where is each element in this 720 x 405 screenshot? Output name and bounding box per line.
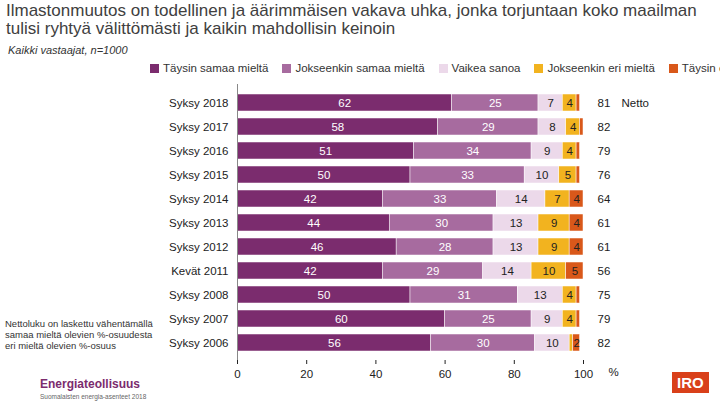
svg-text:75: 75 <box>598 289 611 301</box>
svg-text:0: 0 <box>234 368 240 380</box>
svg-text:80: 80 <box>508 368 521 380</box>
svg-text:29: 29 <box>427 265 440 277</box>
svg-text:82: 82 <box>598 337 611 349</box>
html-text:Jokseenkin samaa mieltä: Jokseenkin samaa mieltä <box>295 62 425 74</box>
svg-text:Syksy 2013: Syksy 2013 <box>169 217 228 229</box>
svg-text:62: 62 <box>338 97 351 109</box>
svg-text:14: 14 <box>515 193 528 205</box>
svg-text:10: 10 <box>543 265 556 277</box>
svg-text:30: 30 <box>435 217 448 229</box>
html-text:Jokseenkin eri mieltä: Jokseenkin eri mieltä <box>547 62 655 74</box>
svg-text:4: 4 <box>566 97 573 109</box>
svg-text:%: % <box>608 366 618 378</box>
svg-text:5: 5 <box>572 265 578 277</box>
svg-text:Netto: Netto <box>622 97 650 109</box>
svg-text:9: 9 <box>544 313 550 325</box>
svg-text:76: 76 <box>598 169 611 181</box>
svg-text:25: 25 <box>489 97 502 109</box>
html-text:IRO: IRO <box>677 374 704 391</box>
html-text:Ilmastonmuutos on todellinen j: Ilmastonmuutos on todellinen ja äärimmäi… <box>6 1 697 38</box>
svg-text:40: 40 <box>370 368 383 380</box>
svg-text:9: 9 <box>551 241 557 253</box>
svg-text:7: 7 <box>547 97 553 109</box>
svg-text:Syksy 2006: Syksy 2006 <box>169 337 228 349</box>
svg-text:Syksy 2014: Syksy 2014 <box>169 193 229 205</box>
svg-text:9: 9 <box>551 217 557 229</box>
svg-text:4: 4 <box>570 121 577 133</box>
svg-text:13: 13 <box>510 241 523 253</box>
svg-text:31: 31 <box>458 289 471 301</box>
svg-text:28: 28 <box>439 241 452 253</box>
svg-text:Syksy 2018: Syksy 2018 <box>169 97 228 109</box>
svg-text:58: 58 <box>331 121 344 133</box>
svg-text:Syksy 2012: Syksy 2012 <box>169 241 228 253</box>
svg-text:10: 10 <box>546 337 559 349</box>
svg-text:25: 25 <box>482 313 495 325</box>
svg-text:51: 51 <box>319 145 332 157</box>
svg-text:2: 2 <box>573 337 579 349</box>
html-text:Täysin samaa mieltä: Täysin samaa mieltä <box>163 62 269 74</box>
svg-text:4: 4 <box>566 289 573 301</box>
svg-text:82: 82 <box>598 121 611 133</box>
svg-text:9: 9 <box>544 145 550 157</box>
svg-text:29: 29 <box>482 121 495 133</box>
svg-text:4: 4 <box>573 193 580 205</box>
svg-text:33: 33 <box>434 193 447 205</box>
svg-text:33: 33 <box>461 169 474 181</box>
svg-text:Kevät 2011: Kevät 2011 <box>171 265 228 277</box>
svg-text:79: 79 <box>598 313 611 325</box>
svg-text:100: 100 <box>574 368 593 380</box>
svg-text:46: 46 <box>311 241 324 253</box>
svg-text:7: 7 <box>554 193 560 205</box>
svg-text:42: 42 <box>304 193 317 205</box>
html-text:Energiateollisuus: Energiateollisuus <box>40 377 140 391</box>
html-text:Kaikki vastaajat, n=1000: Kaikki vastaajat, n=1000 <box>8 44 128 56</box>
svg-text:56: 56 <box>598 265 611 277</box>
svg-text:4: 4 <box>573 217 580 229</box>
svg-text:14: 14 <box>501 265 514 277</box>
svg-text:Syksy 2007: Syksy 2007 <box>169 313 228 325</box>
svg-text:5: 5 <box>565 169 571 181</box>
svg-text:20: 20 <box>300 368 313 380</box>
svg-text:30: 30 <box>477 337 490 349</box>
svg-text:60: 60 <box>335 313 348 325</box>
svg-text:44: 44 <box>307 217 320 229</box>
svg-text:61: 61 <box>598 217 611 229</box>
svg-text:8: 8 <box>549 121 555 133</box>
svg-text:13: 13 <box>510 217 523 229</box>
html-text:Suomalaisten energia-asenteet: Suomalaisten energia-asenteet 2018 <box>40 393 147 400</box>
svg-text:4: 4 <box>573 241 580 253</box>
svg-text:Syksy 2015: Syksy 2015 <box>169 169 228 181</box>
svg-text:4: 4 <box>566 313 573 325</box>
svg-text:50: 50 <box>318 289 331 301</box>
svg-text:34: 34 <box>466 145 479 157</box>
svg-text:50: 50 <box>318 169 331 181</box>
svg-text:Syksy 2016: Syksy 2016 <box>169 145 228 157</box>
svg-text:Syksy 2008: Syksy 2008 <box>169 289 228 301</box>
svg-text:81: 81 <box>598 97 611 109</box>
svg-text:Syksy 2017: Syksy 2017 <box>169 121 228 133</box>
svg-text:56: 56 <box>328 337 341 349</box>
html-text:Nettoluku on laskettu vähentäm: Nettoluku on laskettu vähentämällä samaa… <box>5 318 153 351</box>
svg-text:4: 4 <box>566 145 573 157</box>
svg-text:61: 61 <box>598 241 611 253</box>
svg-text:13: 13 <box>534 289 547 301</box>
svg-text:10: 10 <box>536 169 549 181</box>
svg-text:64: 64 <box>598 193 611 205</box>
svg-text:42: 42 <box>304 265 317 277</box>
html-text:Vaikea sanoa: Vaikea sanoa <box>451 62 521 74</box>
svg-text:60: 60 <box>439 368 452 380</box>
svg-text:79: 79 <box>598 145 611 157</box>
